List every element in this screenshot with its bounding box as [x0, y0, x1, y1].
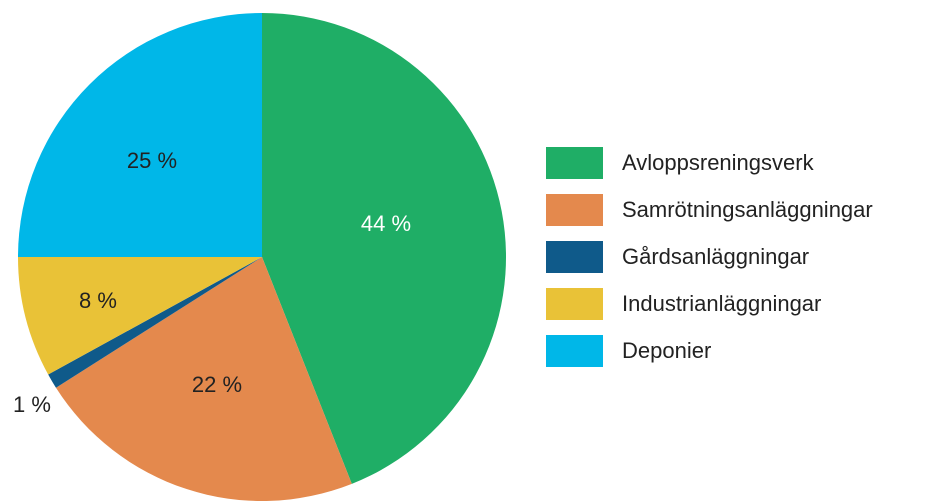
legend-label-samrotningsanlaggningar: Samrötningsanläggningar [622, 197, 873, 222]
legend-swatch-industrianlaggningar [546, 288, 603, 320]
pie-slice-gardsanlaggningar [48, 257, 263, 388]
pie-slice-deponier [18, 13, 262, 257]
legend-label-avloppsreningsverk: Avloppsreningsverk [622, 150, 815, 175]
legend-swatch-avloppsreningsverk [546, 147, 603, 179]
slice-label-deponier: 25 % [127, 148, 177, 173]
legend-swatch-samrotningsanlaggningar [546, 194, 603, 226]
pie-slice-industrianlaggningar [18, 257, 262, 375]
legend-label-gardsanlaggningar: Gårdsanläggningar [622, 244, 809, 269]
slice-label-gardsanlaggningar: 1 % [13, 392, 51, 417]
legend-label-industrianlaggningar: Industrianläggningar [622, 291, 821, 316]
pie-slices [18, 13, 507, 501]
legend: Avloppsreningsverk Samrötningsanläggninga… [546, 147, 873, 367]
slice-label-industrianlaggningar: 8 % [79, 288, 117, 313]
pie-slice-avloppsreningsverk [262, 13, 507, 484]
slice-label-samrotningsanlaggningar: 22 % [192, 372, 242, 397]
legend-swatch-deponier [546, 335, 603, 367]
pie-slice-samrotningsanlaggningar [55, 257, 352, 501]
slice-label-avloppsreningsverk: 44 % [361, 211, 411, 236]
slice-labels: 44 % 22 % 1 % 8 % 25 % [13, 148, 411, 417]
legend-label-deponier: Deponier [622, 338, 711, 363]
legend-swatch-gardsanlaggningar [546, 241, 603, 273]
